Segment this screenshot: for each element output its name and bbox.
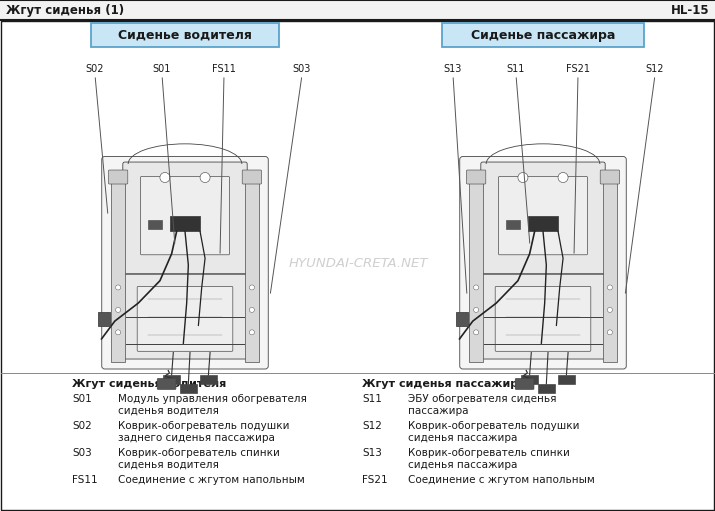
Circle shape [607, 308, 612, 312]
Text: S02: S02 [86, 64, 104, 74]
Text: Сиденье водителя: Сиденье водителя [118, 29, 252, 41]
Text: S11: S11 [507, 64, 526, 74]
Text: FS11: FS11 [212, 64, 236, 74]
Text: S12: S12 [646, 64, 664, 74]
Text: Коврик-обогреватель спинки
сиденья пассажира: Коврик-обогреватель спинки сиденья пасса… [408, 448, 570, 470]
Circle shape [607, 285, 612, 290]
Circle shape [558, 173, 568, 182]
Circle shape [473, 308, 478, 312]
FancyBboxPatch shape [495, 287, 591, 351]
Text: FS21: FS21 [362, 475, 388, 485]
Circle shape [518, 173, 528, 182]
FancyBboxPatch shape [109, 170, 128, 184]
FancyBboxPatch shape [600, 170, 620, 184]
Text: Коврик-обогреватель спинки
сиденья водителя: Коврик-обогреватель спинки сиденья водит… [118, 448, 280, 470]
Bar [456, 312, 468, 326]
FancyBboxPatch shape [480, 162, 605, 274]
Bar [558, 375, 575, 384]
FancyBboxPatch shape [460, 156, 626, 369]
Text: S11: S11 [362, 394, 382, 404]
Circle shape [116, 285, 121, 290]
Circle shape [116, 330, 121, 335]
FancyBboxPatch shape [119, 274, 250, 359]
Text: Модуль управления обогревателя
сиденья водителя: Модуль управления обогревателя сиденья в… [118, 394, 307, 415]
Bar [470, 173, 483, 361]
Bar [538, 384, 555, 393]
FancyBboxPatch shape [466, 170, 485, 184]
Text: S13: S13 [362, 448, 382, 458]
Text: HYUNDAI-CRETA.NET: HYUNDAI-CRETA.NET [288, 257, 428, 269]
Bar [528, 216, 558, 231]
Bar [148, 220, 162, 229]
Text: Сиденье пассажира: Сиденье пассажира [470, 29, 615, 41]
Text: Жгут сиденья пассажира: Жгут сиденья пассажира [362, 379, 526, 389]
Circle shape [473, 330, 478, 335]
FancyBboxPatch shape [102, 156, 268, 369]
FancyBboxPatch shape [91, 22, 279, 48]
FancyBboxPatch shape [123, 162, 247, 274]
FancyBboxPatch shape [478, 274, 608, 359]
Bar [98, 312, 110, 326]
Bar [245, 173, 259, 361]
Bar [521, 375, 538, 384]
Bar [112, 173, 125, 361]
Circle shape [607, 330, 612, 335]
FancyBboxPatch shape [443, 22, 644, 48]
Circle shape [473, 285, 478, 290]
Text: Соединение с жгутом напольным: Соединение с жгутом напольным [408, 475, 595, 485]
Text: Коврик-обогреватель подушки
сиденья пассажира: Коврик-обогреватель подушки сиденья пасс… [408, 421, 579, 443]
Text: Соединение с жгутом напольным: Соединение с жгутом напольным [118, 475, 305, 485]
Text: S12: S12 [362, 421, 382, 431]
FancyBboxPatch shape [498, 176, 588, 255]
Text: ЭБУ обогревателя сиденья
пассажира: ЭБУ обогревателя сиденья пассажира [408, 394, 556, 415]
Bar [603, 173, 616, 361]
Text: S01: S01 [72, 394, 92, 404]
Circle shape [250, 330, 255, 335]
FancyBboxPatch shape [141, 176, 230, 255]
Text: S03: S03 [293, 64, 311, 74]
Text: HL-15: HL-15 [671, 4, 709, 16]
Text: Жгут сиденья водителя: Жгут сиденья водителя [72, 379, 226, 389]
Bar [170, 216, 200, 231]
Text: S02: S02 [72, 421, 92, 431]
FancyBboxPatch shape [516, 379, 534, 389]
FancyBboxPatch shape [242, 170, 262, 184]
Bar [200, 375, 217, 384]
Circle shape [250, 308, 255, 312]
Text: S03: S03 [72, 448, 92, 458]
FancyBboxPatch shape [137, 287, 233, 351]
Text: FS11: FS11 [72, 475, 98, 485]
Bar [0, 0, 715, 20]
Bar [506, 220, 520, 229]
Circle shape [250, 285, 255, 290]
Text: FS21: FS21 [566, 64, 590, 74]
Bar [180, 384, 197, 393]
Text: Коврик-обогреватель подушки
заднего сиденья пассажира: Коврик-обогреватель подушки заднего сиде… [118, 421, 290, 443]
FancyBboxPatch shape [157, 379, 176, 389]
Circle shape [160, 173, 170, 182]
Text: S01: S01 [153, 64, 171, 74]
Circle shape [116, 308, 121, 312]
Text: S13: S13 [444, 64, 462, 74]
Text: Жгут сиденья (1): Жгут сиденья (1) [6, 4, 124, 16]
Bar [163, 375, 180, 384]
Circle shape [200, 173, 210, 182]
